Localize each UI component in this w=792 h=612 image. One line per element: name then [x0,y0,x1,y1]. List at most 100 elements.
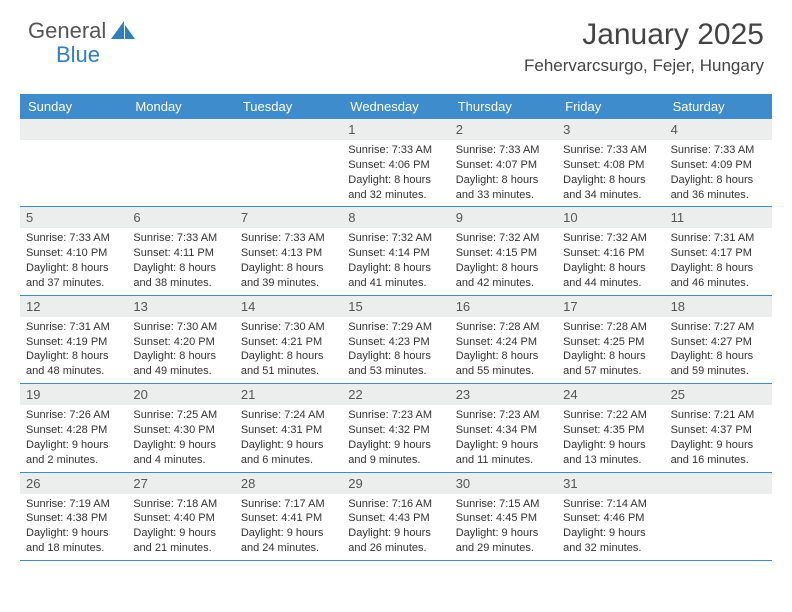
calendar-day: 28Sunrise: 7:17 AMSunset: 4:41 PMDayligh… [235,473,342,560]
calendar-day: 14Sunrise: 7:30 AMSunset: 4:21 PMDayligh… [235,296,342,383]
calendar-day: 9Sunrise: 7:32 AMSunset: 4:15 PMDaylight… [450,207,557,294]
day-number: 5 [20,207,127,228]
calendar-day: 25Sunrise: 7:21 AMSunset: 4:37 PMDayligh… [665,384,772,471]
sail-icon [111,21,137,46]
day-number [665,473,772,494]
calendar-day: 20Sunrise: 7:25 AMSunset: 4:30 PMDayligh… [127,384,234,471]
day-details: Sunrise: 7:32 AMSunset: 4:14 PMDaylight:… [342,228,449,294]
calendar-body: 1Sunrise: 7:33 AMSunset: 4:06 PMDaylight… [20,119,772,561]
day-number: 10 [557,207,664,228]
day-number [127,119,234,140]
day-details: Sunrise: 7:25 AMSunset: 4:30 PMDaylight:… [127,405,234,471]
day-details: Sunrise: 7:19 AMSunset: 4:38 PMDaylight:… [20,494,127,560]
calendar-week: 26Sunrise: 7:19 AMSunset: 4:38 PMDayligh… [20,473,772,561]
day-number: 7 [235,207,342,228]
day-details: Sunrise: 7:31 AMSunset: 4:17 PMDaylight:… [665,228,772,294]
day-details: Sunrise: 7:33 AMSunset: 4:13 PMDaylight:… [235,228,342,294]
day-header-cell: Friday [557,94,664,119]
day-header-cell: Sunday [20,94,127,119]
calendar-day: 6Sunrise: 7:33 AMSunset: 4:11 PMDaylight… [127,207,234,294]
calendar-week: 1Sunrise: 7:33 AMSunset: 4:06 PMDaylight… [20,119,772,207]
day-details: Sunrise: 7:27 AMSunset: 4:27 PMDaylight:… [665,317,772,383]
day-details: Sunrise: 7:32 AMSunset: 4:16 PMDaylight:… [557,228,664,294]
day-number: 8 [342,207,449,228]
day-details: Sunrise: 7:18 AMSunset: 4:40 PMDaylight:… [127,494,234,560]
day-number [235,119,342,140]
calendar-day: 27Sunrise: 7:18 AMSunset: 4:40 PMDayligh… [127,473,234,560]
calendar-day: 2Sunrise: 7:33 AMSunset: 4:07 PMDaylight… [450,119,557,206]
calendar-day: 7Sunrise: 7:33 AMSunset: 4:13 PMDaylight… [235,207,342,294]
day-number: 23 [450,384,557,405]
calendar-day-empty [235,119,342,206]
calendar-week: 5Sunrise: 7:33 AMSunset: 4:10 PMDaylight… [20,207,772,295]
calendar-day: 1Sunrise: 7:33 AMSunset: 4:06 PMDaylight… [342,119,449,206]
calendar-day: 23Sunrise: 7:23 AMSunset: 4:34 PMDayligh… [450,384,557,471]
day-details: Sunrise: 7:30 AMSunset: 4:20 PMDaylight:… [127,317,234,383]
day-number: 20 [127,384,234,405]
calendar-day: 16Sunrise: 7:28 AMSunset: 4:24 PMDayligh… [450,296,557,383]
day-number: 17 [557,296,664,317]
day-details: Sunrise: 7:32 AMSunset: 4:15 PMDaylight:… [450,228,557,294]
day-header-cell: Monday [127,94,234,119]
day-number: 29 [342,473,449,494]
day-details: Sunrise: 7:33 AMSunset: 4:08 PMDaylight:… [557,140,664,206]
day-header-row: SundayMondayTuesdayWednesdayThursdayFrid… [20,94,772,119]
day-details: Sunrise: 7:28 AMSunset: 4:25 PMDaylight:… [557,317,664,383]
day-number: 28 [235,473,342,494]
day-number: 21 [235,384,342,405]
calendar-day-empty [127,119,234,206]
day-details: Sunrise: 7:22 AMSunset: 4:35 PMDaylight:… [557,405,664,471]
day-header-cell: Wednesday [342,94,449,119]
title-block: January 2025 Fehervarcsurgo, Fejer, Hung… [524,18,764,76]
day-details: Sunrise: 7:23 AMSunset: 4:34 PMDaylight:… [450,405,557,471]
day-number: 13 [127,296,234,317]
location-text: Fehervarcsurgo, Fejer, Hungary [524,56,764,76]
day-number: 3 [557,119,664,140]
logo-word-general: General [28,18,106,43]
day-header-cell: Tuesday [235,94,342,119]
calendar-day: 12Sunrise: 7:31 AMSunset: 4:19 PMDayligh… [20,296,127,383]
day-details: Sunrise: 7:28 AMSunset: 4:24 PMDaylight:… [450,317,557,383]
logo: General Blue [28,18,137,68]
calendar-day: 8Sunrise: 7:32 AMSunset: 4:14 PMDaylight… [342,207,449,294]
day-number: 16 [450,296,557,317]
day-header-cell: Saturday [665,94,772,119]
calendar-day: 4Sunrise: 7:33 AMSunset: 4:09 PMDaylight… [665,119,772,206]
day-number: 4 [665,119,772,140]
calendar-day: 15Sunrise: 7:29 AMSunset: 4:23 PMDayligh… [342,296,449,383]
calendar-day: 18Sunrise: 7:27 AMSunset: 4:27 PMDayligh… [665,296,772,383]
day-number: 19 [20,384,127,405]
day-details: Sunrise: 7:24 AMSunset: 4:31 PMDaylight:… [235,405,342,471]
day-number: 26 [20,473,127,494]
calendar-day: 13Sunrise: 7:30 AMSunset: 4:20 PMDayligh… [127,296,234,383]
day-number: 27 [127,473,234,494]
calendar-day: 26Sunrise: 7:19 AMSunset: 4:38 PMDayligh… [20,473,127,560]
day-details: Sunrise: 7:30 AMSunset: 4:21 PMDaylight:… [235,317,342,383]
day-details: Sunrise: 7:31 AMSunset: 4:19 PMDaylight:… [20,317,127,383]
day-number: 30 [450,473,557,494]
calendar-day: 29Sunrise: 7:16 AMSunset: 4:43 PMDayligh… [342,473,449,560]
calendar-day: 17Sunrise: 7:28 AMSunset: 4:25 PMDayligh… [557,296,664,383]
page-title: January 2025 [524,18,764,52]
day-details: Sunrise: 7:17 AMSunset: 4:41 PMDaylight:… [235,494,342,560]
day-number: 22 [342,384,449,405]
day-number: 15 [342,296,449,317]
day-details: Sunrise: 7:33 AMSunset: 4:11 PMDaylight:… [127,228,234,294]
day-header-cell: Thursday [450,94,557,119]
calendar-day: 31Sunrise: 7:14 AMSunset: 4:46 PMDayligh… [557,473,664,560]
day-number [20,119,127,140]
header: General Blue January 2025 Fehervarcsurgo… [0,0,792,84]
calendar-day-empty [20,119,127,206]
calendar-day-empty [665,473,772,560]
calendar-day: 5Sunrise: 7:33 AMSunset: 4:10 PMDaylight… [20,207,127,294]
day-details: Sunrise: 7:33 AMSunset: 4:09 PMDaylight:… [665,140,772,206]
calendar-day: 10Sunrise: 7:32 AMSunset: 4:16 PMDayligh… [557,207,664,294]
day-details: Sunrise: 7:21 AMSunset: 4:37 PMDaylight:… [665,405,772,471]
calendar-day: 3Sunrise: 7:33 AMSunset: 4:08 PMDaylight… [557,119,664,206]
calendar-day: 24Sunrise: 7:22 AMSunset: 4:35 PMDayligh… [557,384,664,471]
day-details: Sunrise: 7:33 AMSunset: 4:10 PMDaylight:… [20,228,127,294]
day-details: Sunrise: 7:23 AMSunset: 4:32 PMDaylight:… [342,405,449,471]
calendar-day: 11Sunrise: 7:31 AMSunset: 4:17 PMDayligh… [665,207,772,294]
day-number: 6 [127,207,234,228]
day-details: Sunrise: 7:33 AMSunset: 4:06 PMDaylight:… [342,140,449,206]
